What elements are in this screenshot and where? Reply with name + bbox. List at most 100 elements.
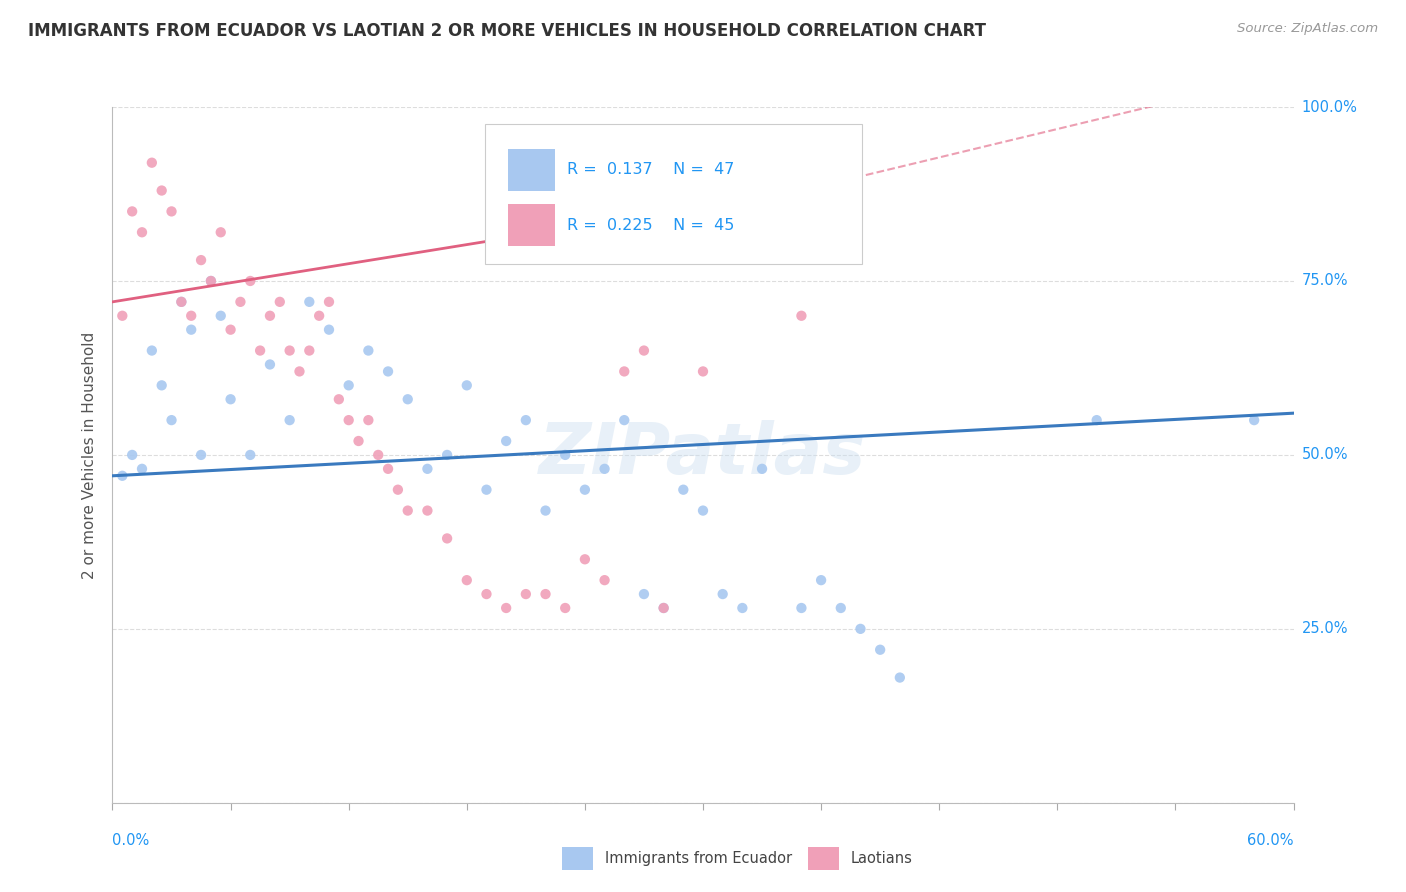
Point [456,573,478,587]
Point [849,622,872,636]
Point [190,253,212,268]
Point [1085,413,1108,427]
Point [131,225,153,239]
Point [869,642,891,657]
Point [288,364,311,378]
Point [672,483,695,497]
Point [269,294,291,309]
Point [790,601,813,615]
Point [229,294,252,309]
Point [357,413,380,427]
Point [396,392,419,407]
Point [790,309,813,323]
Point [456,378,478,392]
Point [328,392,350,407]
Point [475,587,498,601]
Point [554,601,576,615]
Point [534,587,557,601]
Point [298,343,321,358]
Point [751,462,773,476]
Point [830,601,852,615]
Point [377,462,399,476]
Text: 100.0%: 100.0% [1302,100,1358,114]
Text: 75.0%: 75.0% [1302,274,1348,288]
Point [347,434,370,448]
FancyBboxPatch shape [508,149,555,191]
Text: R =  0.137    N =  47: R = 0.137 N = 47 [567,162,734,178]
Point [200,274,222,288]
Point [515,413,537,427]
Text: 60.0%: 60.0% [1247,833,1294,848]
Text: Source: ZipAtlas.com: Source: ZipAtlas.com [1237,22,1378,36]
Point [692,364,714,378]
Point [111,309,134,323]
Point [219,392,242,407]
Point [436,448,458,462]
Point [387,483,409,497]
Point [131,462,153,476]
Point [633,343,655,358]
Text: IMMIGRANTS FROM ECUADOR VS LAOTIAN 2 OR MORE VEHICLES IN HOUSEHOLD CORRELATION C: IMMIGRANTS FROM ECUADOR VS LAOTIAN 2 OR … [28,22,986,40]
Point [337,378,360,392]
Text: 50.0%: 50.0% [1302,448,1348,462]
Point [121,448,143,462]
Point [259,358,281,372]
Point [318,294,340,309]
Point [574,552,596,566]
Point [534,503,557,517]
Point [298,294,321,309]
Point [141,343,163,358]
Point [515,587,537,601]
Point [574,483,596,497]
Text: 25.0%: 25.0% [1302,622,1348,636]
Point [593,462,616,476]
Point [170,294,193,309]
Point [180,309,202,323]
Point [367,448,389,462]
Point [121,204,143,219]
Point [396,503,419,517]
Text: Immigrants from Ecuador: Immigrants from Ecuador [605,851,792,866]
Point [141,155,163,169]
Point [810,573,832,587]
Text: Laotians: Laotians [851,851,912,866]
Point [357,343,380,358]
Y-axis label: 2 or more Vehicles in Household: 2 or more Vehicles in Household [82,331,97,579]
Point [170,294,193,309]
Point [219,323,242,337]
Point [889,671,911,685]
Point [278,413,301,427]
Point [711,587,734,601]
Point [377,364,399,378]
Point [239,274,262,288]
Point [209,225,232,239]
Point [416,462,439,476]
Text: R =  0.225    N =  45: R = 0.225 N = 45 [567,218,734,233]
Point [613,364,636,378]
Point [337,413,360,427]
Point [318,323,340,337]
Point [160,413,183,427]
Point [593,573,616,587]
Point [111,468,134,483]
FancyBboxPatch shape [485,124,862,263]
Point [239,448,262,462]
Point [652,601,675,615]
Point [495,601,517,615]
Point [180,323,202,337]
Point [249,343,271,358]
Point [652,601,675,615]
Point [436,532,458,546]
Point [633,587,655,601]
FancyBboxPatch shape [508,204,555,246]
Text: ZIPatlas: ZIPatlas [540,420,866,490]
Point [259,309,281,323]
Point [308,309,330,323]
Point [209,309,232,323]
Text: 0.0%: 0.0% [112,833,149,848]
Point [495,434,517,448]
Point [200,274,222,288]
Point [160,204,183,219]
Point [416,503,439,517]
Point [278,343,301,358]
